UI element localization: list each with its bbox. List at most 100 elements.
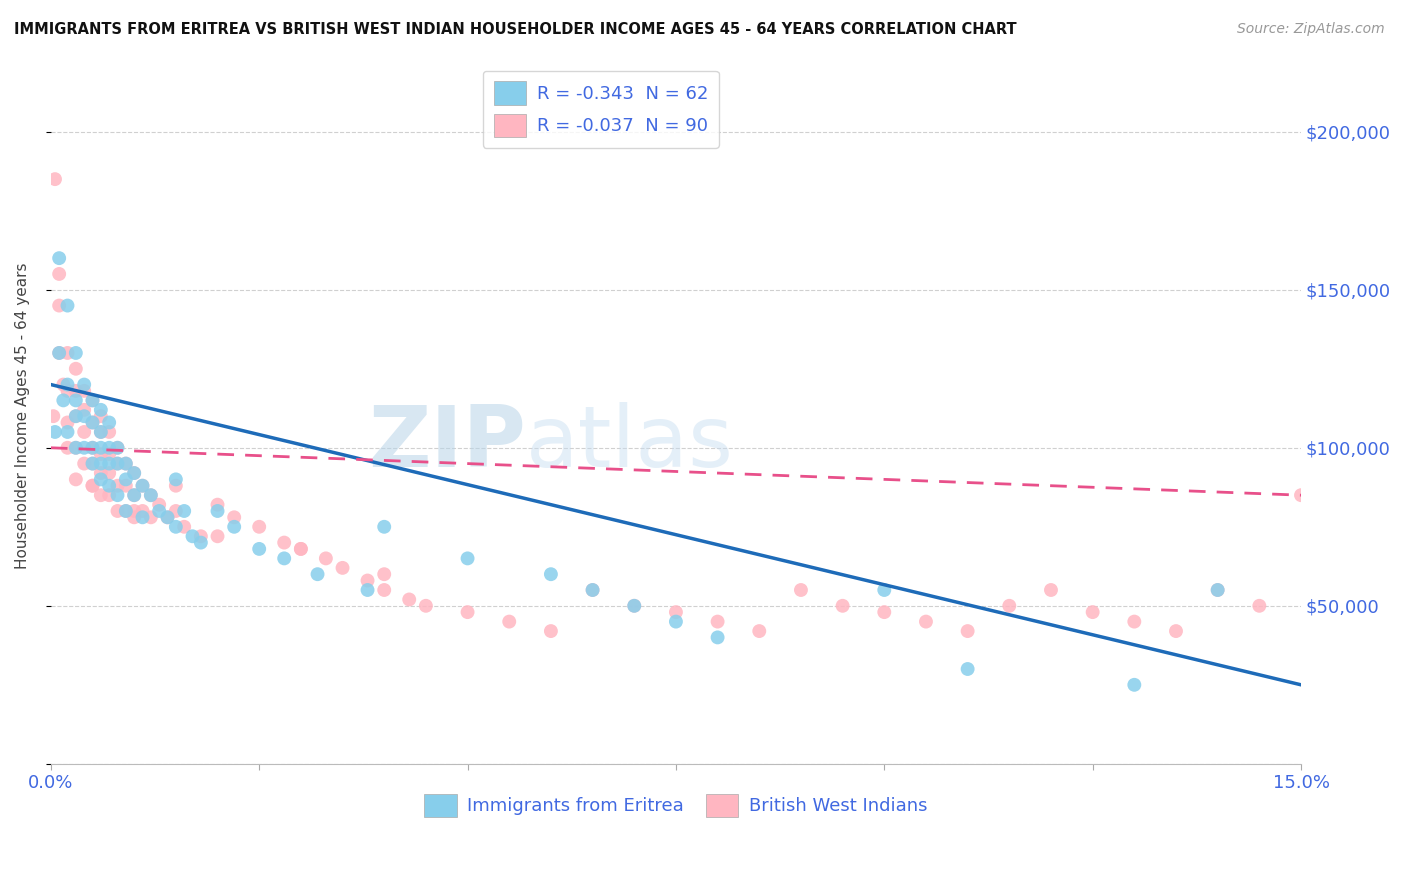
Point [131,479,153,493]
Point [98,479,121,493]
Point [398,592,420,607]
Point [956,662,979,676]
Point [90,402,112,417]
Point [73,441,96,455]
Point [98,447,121,461]
Point [122,510,145,524]
Point [52,377,75,392]
Point [44,425,66,439]
Point [190,529,212,543]
Point [82,416,104,430]
Point [1249,599,1271,613]
Point [1164,624,1187,638]
Point [373,582,395,597]
Point [290,541,312,556]
Point [122,488,145,502]
Point [98,466,121,480]
Point [790,582,813,597]
Point [122,504,145,518]
Point [915,615,938,629]
Point [107,457,129,471]
Point [82,479,104,493]
Point [273,535,295,549]
Point [73,384,96,398]
Y-axis label: Householder Income Ages 45 - 64 years: Householder Income Ages 45 - 64 years [15,263,30,569]
Point [107,504,129,518]
Point [56,377,79,392]
Point [165,479,187,493]
Point [332,561,354,575]
Point [1039,582,1062,597]
Point [665,615,688,629]
Point [1123,678,1146,692]
Point [73,377,96,392]
Point [356,582,378,597]
Text: Source: ZipAtlas.com: Source: ZipAtlas.com [1237,22,1385,37]
Point [131,504,153,518]
Point [356,574,378,588]
Point [56,416,79,430]
Point [156,510,179,524]
Point [165,504,187,518]
Point [82,479,104,493]
Point [207,504,229,518]
Legend: Immigrants from Eritrea, British West Indians: Immigrants from Eritrea, British West In… [418,787,935,824]
Point [373,520,395,534]
Point [115,472,138,486]
Point [56,346,79,360]
Point [115,457,138,471]
Point [131,479,153,493]
Text: IMMIGRANTS FROM ERITREA VS BRITISH WEST INDIAN HOUSEHOLDER INCOME AGES 45 - 64 Y: IMMIGRANTS FROM ERITREA VS BRITISH WEST … [14,22,1017,37]
Point [82,416,104,430]
Point [107,488,129,502]
Point [56,299,79,313]
Point [665,605,688,619]
Point [139,510,162,524]
Point [165,472,187,486]
Point [48,267,70,281]
Point [115,479,138,493]
Point [56,441,79,455]
Point [98,488,121,502]
Point [831,599,853,613]
Point [115,457,138,471]
Point [1206,582,1229,597]
Point [190,535,212,549]
Point [65,384,87,398]
Point [82,393,104,408]
Point [90,488,112,502]
Point [581,582,603,597]
Point [290,541,312,556]
Point [139,488,162,502]
Point [65,409,87,424]
Point [90,466,112,480]
Point [65,441,87,455]
Point [122,466,145,480]
Point [873,605,896,619]
Point [498,615,520,629]
Point [122,488,145,502]
Point [224,520,246,534]
Point [415,599,437,613]
Point [273,551,295,566]
Point [1081,605,1104,619]
Point [107,441,129,455]
Point [42,409,65,424]
Point [540,624,562,638]
Point [307,567,329,582]
Point [90,425,112,439]
Point [98,457,121,471]
Point [224,510,246,524]
Point [956,624,979,638]
Point [98,416,121,430]
Point [73,425,96,439]
Point [457,551,479,566]
Point [873,582,896,597]
Point [207,529,229,543]
Point [247,520,270,534]
Point [181,529,204,543]
Point [122,466,145,480]
Point [115,504,138,518]
Point [98,425,121,439]
Point [107,457,129,471]
